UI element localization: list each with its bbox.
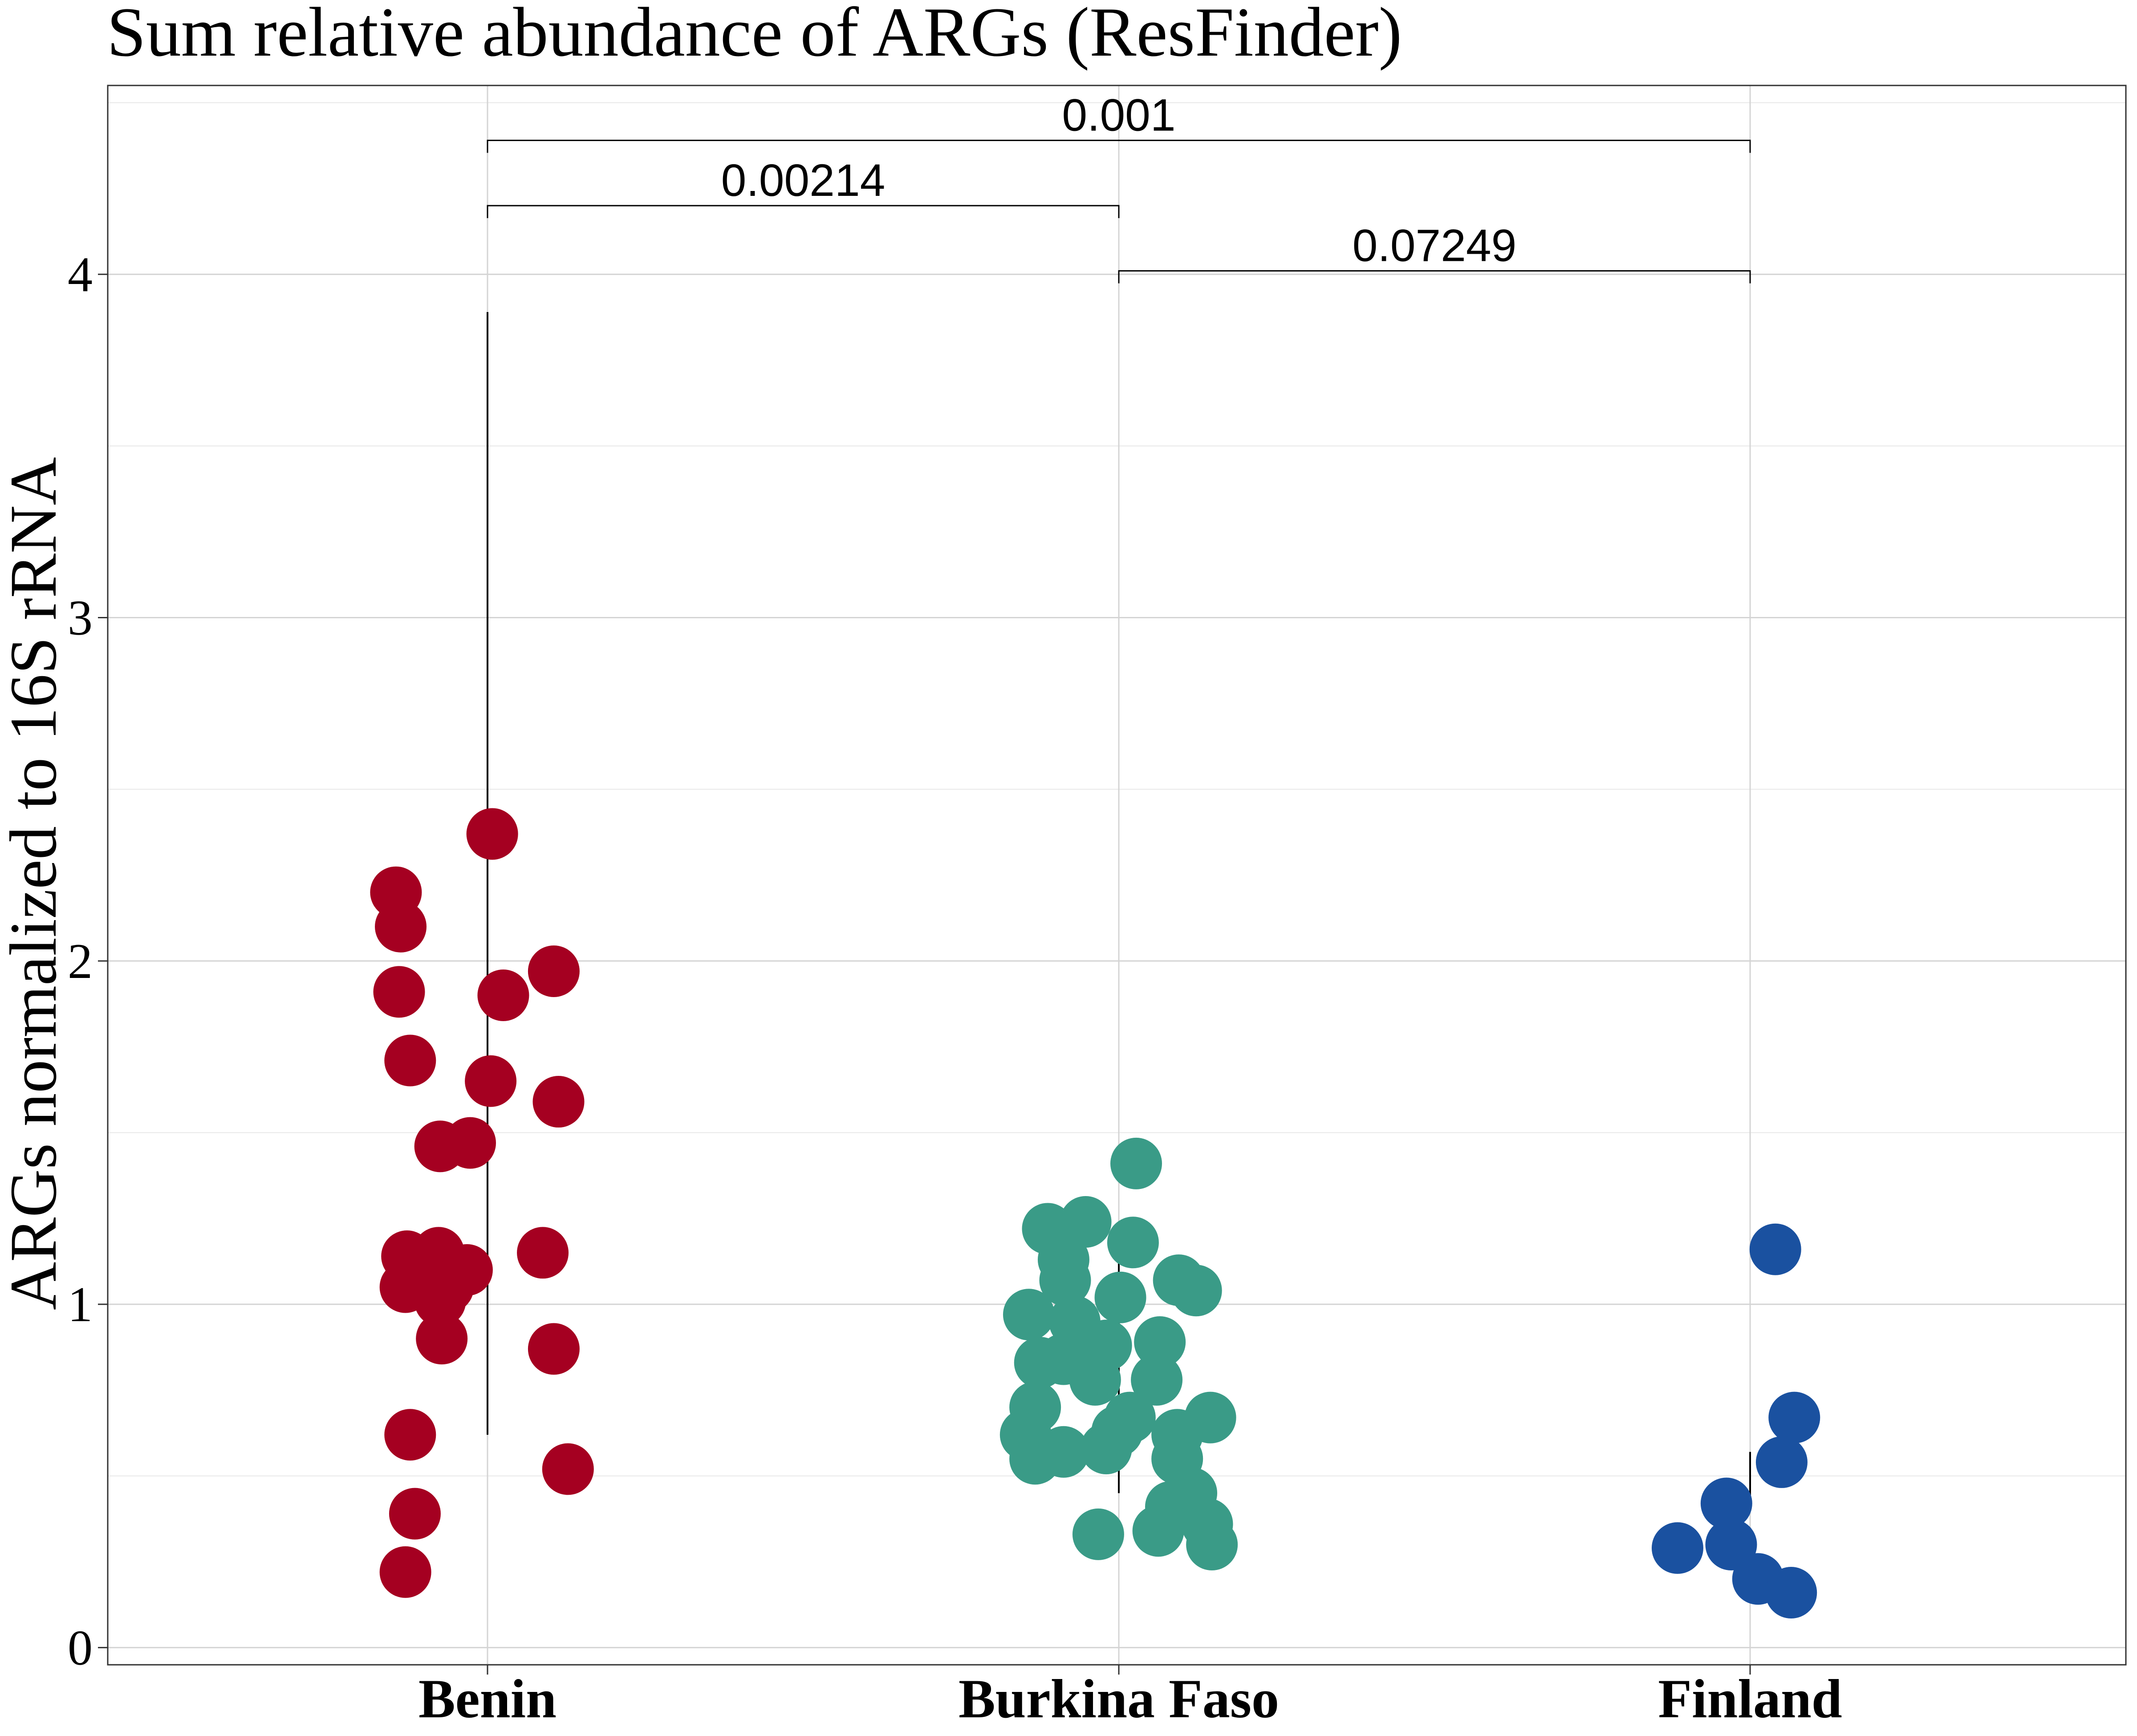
data-point [477,969,529,1021]
y-tick-label: 0 [68,1620,93,1675]
data-point [389,1488,441,1540]
data-point [465,1055,517,1107]
panel-border [107,85,2127,1666]
data-point [379,1546,431,1598]
data-point [1651,1522,1703,1574]
y-axis-label: ARGs normalized to 16S rRNA [0,457,70,1310]
data-point [1755,1436,1808,1488]
data-point [532,1076,585,1128]
data-point [1170,1265,1222,1317]
chart-title: Sum relative abundance of ARGs (ResFinde… [107,0,1402,71]
data-point [441,1244,493,1296]
data-point [1768,1391,1820,1444]
y-tick-label: 4 [68,247,93,302]
data-point [1080,1423,1132,1475]
data-point [528,1323,580,1375]
data-point [1700,1477,1752,1529]
data-point [384,1034,436,1087]
comparison-brackets: 0.001 0.00214 0.07249 [487,89,1751,284]
data-point [373,966,425,1018]
data-point [1186,1519,1238,1571]
data-point [1003,1289,1055,1341]
data-points [370,808,1820,1619]
comparison-p-value: 0.001 [1062,89,1175,140]
axes: 0 1 2 3 4 Benin Burkina Faso Finland [68,247,1842,1729]
x-tick-label: Benin [418,1668,557,1729]
y-tick-label: 1 [68,1277,93,1332]
data-point [384,1409,436,1461]
data-point [542,1443,594,1495]
data-point [1009,1433,1061,1485]
comparison-bracket [487,205,1120,218]
data-point [1132,1505,1184,1557]
data-point [1072,1508,1124,1560]
data-point [1110,1137,1162,1189]
data-point [375,900,427,953]
data-point [1039,1254,1091,1306]
data-point [1749,1223,1801,1275]
data-point [1060,1196,1112,1248]
data-point [1094,1271,1146,1323]
data-point [1765,1567,1817,1619]
data-point [1107,1217,1159,1269]
comparison-p-value: 0.00214 [721,155,886,206]
y-tick-label: 3 [68,591,93,646]
data-point [1131,1354,1183,1406]
data-point [1069,1354,1121,1406]
comparison-bracket [1118,270,1751,284]
x-tick-label: Burkina Faso [959,1668,1279,1729]
data-point [1134,1316,1186,1368]
data-point [444,1117,496,1169]
comparison-p-value: 0.07249 [1353,220,1517,271]
data-point [528,945,580,997]
x-tick-label: Finland [1658,1668,1842,1729]
data-point [466,808,518,860]
data-point [517,1227,569,1279]
y-tick-label: 2 [68,934,93,989]
comparison-bracket [487,139,1751,153]
data-point [416,1313,468,1365]
